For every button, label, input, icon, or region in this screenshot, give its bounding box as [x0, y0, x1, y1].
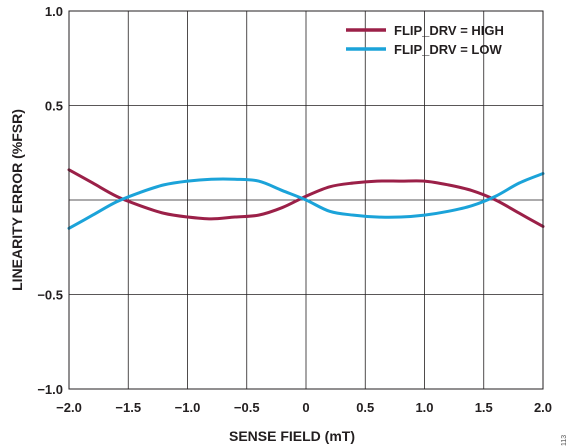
x-axis-title: SENSE FIELD (mT) [229, 428, 355, 444]
figure-id: 113 [561, 435, 568, 446]
x-tick-label: −1.0 [175, 400, 201, 415]
y-tick-label: −1.0 [37, 382, 63, 397]
x-tick-labels: −2.0 −1.5 −1.0 −0.5 0 0.5 1.0 1.5 2.0 [56, 400, 552, 415]
x-tick-label: 2.0 [534, 400, 552, 415]
y-tick-label: −0.5 [37, 288, 63, 303]
legend: FLIP_DRV = HIGH FLIP_DRV = LOW [346, 23, 504, 57]
x-tick-label: −0.5 [234, 400, 260, 415]
x-tick-label: 0 [302, 400, 309, 415]
x-tick-label: 0.5 [356, 400, 374, 415]
x-tick-label: −2.0 [56, 400, 82, 415]
x-tick-label: −1.5 [115, 400, 141, 415]
series-line-flip-drv-low [67, 172, 545, 230]
x-tick-label: 1.5 [475, 400, 493, 415]
y-tick-label: 0.5 [45, 99, 63, 114]
series-layer [67, 168, 545, 230]
series-line-flip-drv-high [67, 168, 545, 228]
legend-label-high: FLIP_DRV = HIGH [394, 23, 504, 38]
y-tick-labels: 1.0 0.5 −0.5 −1.0 [37, 4, 63, 397]
x-tick-label: 1.0 [415, 400, 433, 415]
y-axis-title: LINEARITY ERROR (%FSR) [9, 109, 25, 291]
plot-frame [68, 10, 544, 390]
y-tick-label: 1.0 [45, 4, 63, 19]
legend-label-low: FLIP_DRV = LOW [394, 42, 502, 57]
